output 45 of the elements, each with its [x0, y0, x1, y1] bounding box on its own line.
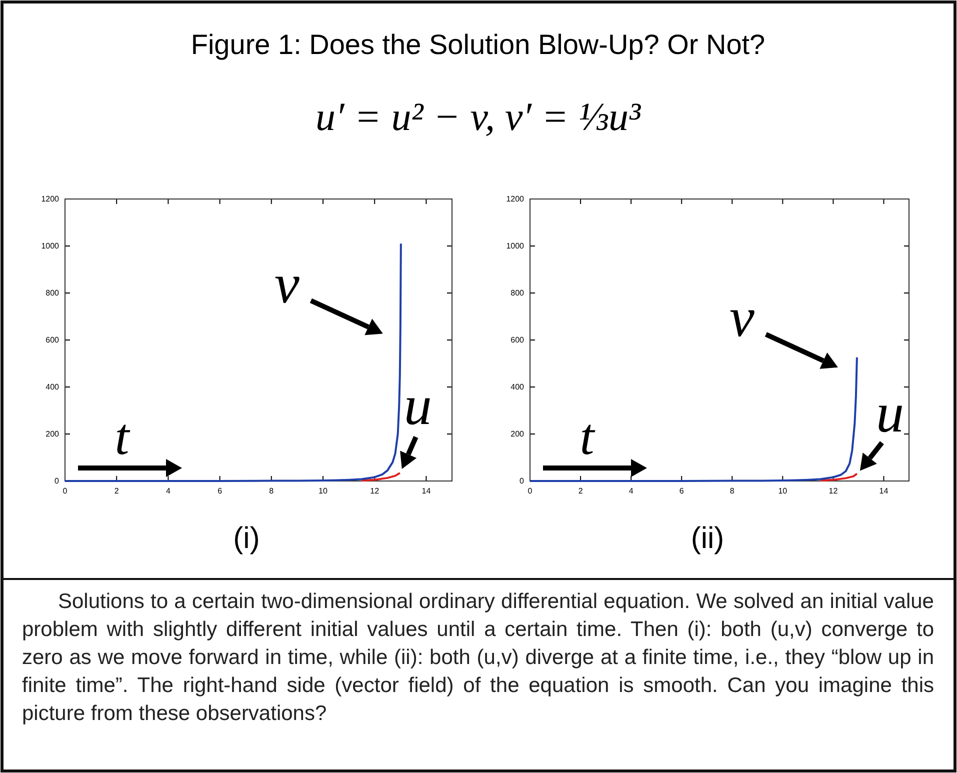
y-tick-label: 1200	[506, 194, 525, 204]
line-series	[360, 472, 401, 482]
x-axis-title: (i)	[233, 522, 260, 555]
y-tick-label: 0	[54, 476, 60, 486]
x-tick-label: 4	[166, 486, 171, 496]
y-tick-label: 800	[510, 288, 525, 298]
y-tick-label: 600	[510, 336, 525, 345]
y-tick-label: 1000	[506, 242, 525, 251]
text: Solutions to a certain two-dimensional ordinary differential equation. We solved an initial value problem with slightly different initial values until a certain time. Then (i): both (u,v) converge to zero as we move forward in time, while (ii): both (u,v) diverge at a finite time, i.e., they “blow up in finite time”. The right-hand side (vector field) of the equation is smooth. Can you imagine this picture from these observations?	[22, 589, 934, 727]
x-tick-label: 12	[828, 486, 838, 496]
x-tick-label: 2	[114, 486, 120, 496]
y-tick-label: 800	[46, 288, 60, 298]
x-tick-label: 14	[879, 486, 889, 496]
y-tick-label: 400	[510, 382, 525, 392]
chart-title: Figure 1: Does the Solution Blow-Up? Or Not?	[190, 29, 766, 60]
x-tick-label: 10	[318, 486, 328, 496]
y-tick-label: 200	[510, 430, 525, 439]
x-tick-label: 0	[62, 486, 68, 496]
x-tick-label: 2	[578, 486, 584, 496]
x-tick-label: 8	[730, 486, 735, 496]
y-tick-label: 1000	[41, 242, 60, 251]
series-label: u	[404, 374, 432, 437]
x-tick-label: 8	[269, 486, 274, 496]
chart-subtitle: u′ = u² − v, v′ = ⅓u³	[316, 94, 642, 139]
x-axis-title: (ii)	[690, 522, 724, 555]
series-label: v	[274, 253, 300, 316]
y-tick-label: 0	[520, 476, 525, 486]
x-tick-label: 14	[422, 486, 432, 496]
annotation: t	[114, 409, 131, 466]
y-tick-label: 400	[46, 382, 60, 392]
annotation: t	[580, 409, 596, 466]
x-tick-label: 0	[528, 486, 533, 496]
line-series	[529, 356, 858, 482]
line-series	[64, 242, 402, 482]
series-label: v	[730, 287, 755, 350]
x-tick-label: 4	[628, 486, 634, 496]
x-tick-label: 10	[778, 486, 788, 496]
y-tick-label: 1200	[41, 194, 60, 204]
y-tick-label: 200	[46, 430, 60, 439]
series-label: u	[876, 382, 904, 445]
x-tick-label: 12	[370, 486, 380, 496]
y-tick-label: 600	[46, 336, 60, 345]
x-tick-label: 6	[679, 486, 684, 496]
x-tick-label: 6	[218, 486, 223, 496]
line-series	[820, 472, 858, 482]
